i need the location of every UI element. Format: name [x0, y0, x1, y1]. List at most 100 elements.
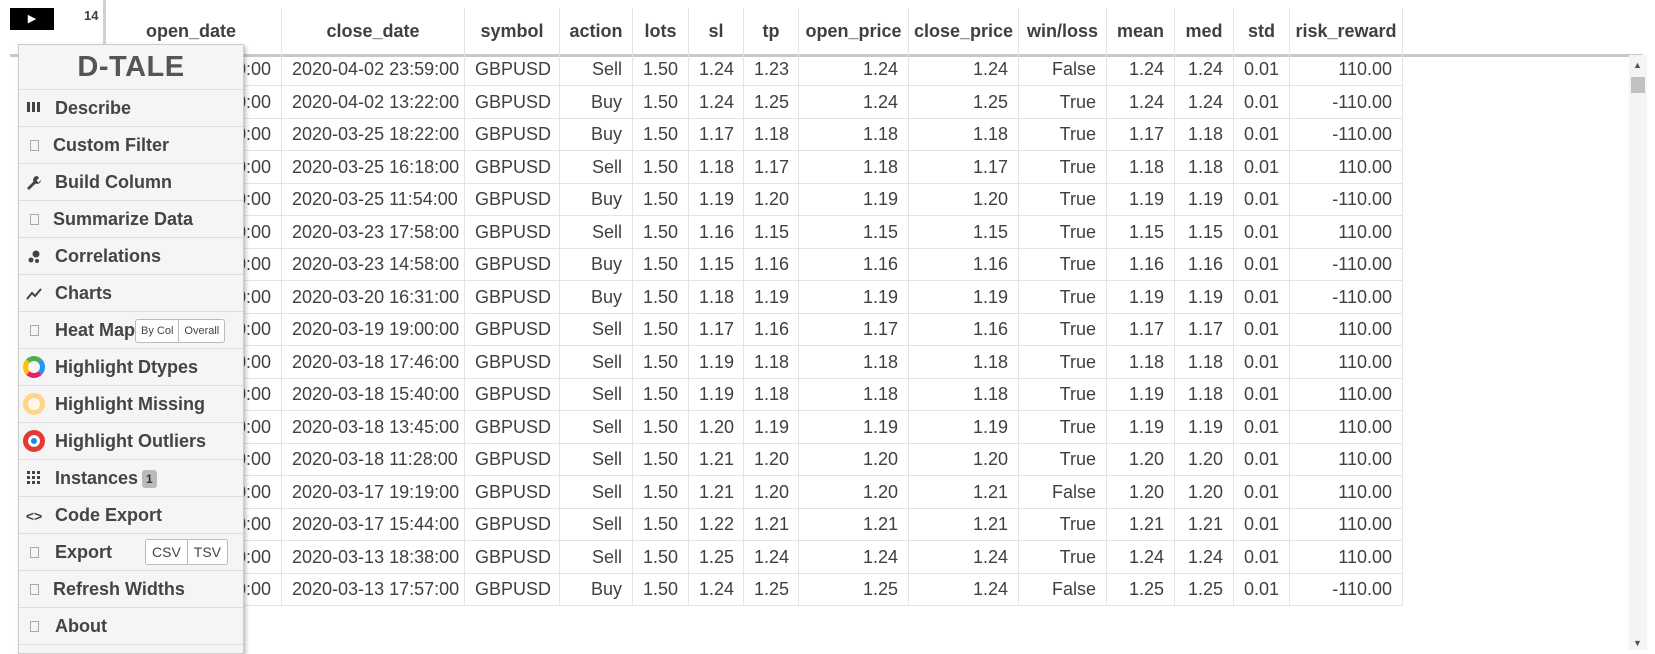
- table-cell[interactable]: 1.17: [689, 117, 744, 151]
- table-cell[interactable]: 1.20: [909, 182, 1019, 216]
- table-cell[interactable]: 1.20: [744, 474, 799, 509]
- table-cell[interactable]: 1.25: [744, 572, 799, 606]
- table-cell[interactable]: 1.20: [1175, 474, 1234, 509]
- table-cell[interactable]: True: [1019, 409, 1107, 444]
- table-cell[interactable]: 0.01: [1234, 279, 1290, 314]
- table-cell[interactable]: 1.20: [909, 442, 1019, 476]
- table-cell[interactable]: GBPUSD: [465, 442, 560, 476]
- table-cell[interactable]: 1.17: [689, 312, 744, 346]
- table-cell[interactable]: True: [1019, 84, 1107, 119]
- table-cell[interactable]: 1.50: [633, 214, 689, 249]
- table-cell[interactable]: 1.18: [799, 344, 909, 379]
- table-cell[interactable]: 1.24: [799, 539, 909, 574]
- table-cell[interactable]: 1.15: [689, 247, 744, 281]
- table-cell[interactable]: 1.19: [689, 344, 744, 379]
- table-cell[interactable]: Sell: [560, 52, 633, 86]
- heat-map-by-col-button[interactable]: By Col: [141, 325, 174, 337]
- table-cell[interactable]: True: [1019, 117, 1107, 151]
- column-header[interactable]: symbol: [465, 8, 560, 54]
- table-cell[interactable]: 1.18: [1107, 344, 1175, 379]
- column-header[interactable]: sl: [689, 8, 744, 54]
- table-cell[interactable]: 1.21: [689, 474, 744, 509]
- table-cell[interactable]: Buy: [560, 572, 633, 606]
- table-cell[interactable]: -110.00: [1290, 279, 1403, 314]
- table-cell[interactable]: 110.00: [1290, 344, 1403, 379]
- table-cell[interactable]: 0.01: [1234, 52, 1290, 86]
- table-cell[interactable]: 1.24: [1175, 52, 1234, 86]
- table-cell[interactable]: 1.18: [744, 377, 799, 411]
- table-cell[interactable]: 1.21: [744, 507, 799, 541]
- table-cell[interactable]: 1.18: [1107, 149, 1175, 184]
- table-cell[interactable]: 110.00: [1290, 409, 1403, 444]
- table-cell[interactable]: 1.18: [689, 149, 744, 184]
- menu-item-build-column[interactable]: Build Column: [19, 164, 243, 201]
- table-cell[interactable]: Sell: [560, 214, 633, 249]
- table-cell[interactable]: 2020-03-19 19:00:00: [282, 312, 465, 346]
- table-cell[interactable]: GBPUSD: [465, 344, 560, 379]
- column-header[interactable]: open_price: [799, 8, 909, 54]
- table-cell[interactable]: GBPUSD: [465, 377, 560, 411]
- heat-map-overall-button[interactable]: Overall: [178, 320, 224, 342]
- table-cell[interactable]: 1.20: [744, 182, 799, 216]
- table-cell[interactable]: 0.01: [1234, 117, 1290, 151]
- table-cell[interactable]: 1.25: [1175, 572, 1234, 606]
- column-header[interactable]: win/loss: [1019, 8, 1107, 54]
- menu-item-about[interactable]: About: [19, 608, 243, 645]
- table-cell[interactable]: 1.17: [1107, 117, 1175, 151]
- table-cell[interactable]: 1.50: [633, 52, 689, 86]
- table-cell[interactable]: 1.19: [744, 279, 799, 314]
- table-cell[interactable]: 0.01: [1234, 149, 1290, 184]
- menu-item-highlight-outliers[interactable]: Highlight Outliers: [19, 423, 243, 460]
- table-cell[interactable]: True: [1019, 182, 1107, 216]
- table-cell[interactable]: 1.18: [799, 117, 909, 151]
- table-cell[interactable]: 110.00: [1290, 507, 1403, 541]
- table-cell[interactable]: 0.01: [1234, 442, 1290, 476]
- table-cell[interactable]: 1.20: [744, 442, 799, 476]
- table-cell[interactable]: GBPUSD: [465, 84, 560, 119]
- table-cell[interactable]: 1.50: [633, 182, 689, 216]
- scroll-down-icon[interactable]: ▼: [1633, 638, 1642, 648]
- table-cell[interactable]: -110.00: [1290, 572, 1403, 606]
- table-cell[interactable]: GBPUSD: [465, 117, 560, 151]
- table-cell[interactable]: 1.18: [744, 117, 799, 151]
- table-cell[interactable]: 2020-03-25 11:54:00: [282, 182, 465, 216]
- table-cell[interactable]: 1.18: [799, 377, 909, 411]
- table-cell[interactable]: 1.21: [909, 474, 1019, 509]
- table-cell[interactable]: 1.50: [633, 572, 689, 606]
- table-cell[interactable]: 0.01: [1234, 84, 1290, 119]
- table-cell[interactable]: 1.24: [689, 572, 744, 606]
- table-cell[interactable]: 0.01: [1234, 312, 1290, 346]
- table-cell[interactable]: 1.19: [689, 182, 744, 216]
- table-cell[interactable]: -110.00: [1290, 84, 1403, 119]
- table-cell[interactable]: 110.00: [1290, 377, 1403, 411]
- table-cell[interactable]: Buy: [560, 117, 633, 151]
- menu-item-describe[interactable]: Describe: [19, 90, 243, 127]
- table-cell[interactable]: 1.50: [633, 442, 689, 476]
- table-cell[interactable]: GBPUSD: [465, 149, 560, 184]
- table-cell[interactable]: 1.19: [799, 279, 909, 314]
- table-cell[interactable]: 1.25: [689, 539, 744, 574]
- table-cell[interactable]: 0.01: [1234, 377, 1290, 411]
- table-cell[interactable]: 2020-03-25 16:18:00: [282, 149, 465, 184]
- menu-toggle-button[interactable]: ▶: [10, 8, 54, 30]
- menu-item-highlight-dtypes[interactable]: Highlight Dtypes: [19, 349, 243, 386]
- table-cell[interactable]: Buy: [560, 84, 633, 119]
- table-cell[interactable]: Sell: [560, 312, 633, 346]
- table-cell[interactable]: 1.20: [689, 409, 744, 444]
- table-cell[interactable]: 1.18: [1175, 377, 1234, 411]
- table-cell[interactable]: 1.16: [909, 312, 1019, 346]
- table-cell[interactable]: 1.16: [744, 247, 799, 281]
- table-cell[interactable]: 1.50: [633, 409, 689, 444]
- table-cell[interactable]: 110.00: [1290, 474, 1403, 509]
- table-cell[interactable]: 1.18: [1175, 344, 1234, 379]
- table-cell[interactable]: Buy: [560, 247, 633, 281]
- table-cell[interactable]: 110.00: [1290, 149, 1403, 184]
- table-cell[interactable]: 1.24: [1175, 84, 1234, 119]
- table-cell[interactable]: 1.50: [633, 279, 689, 314]
- table-cell[interactable]: 1.18: [744, 344, 799, 379]
- column-header[interactable]: close_price: [909, 8, 1019, 54]
- table-cell[interactable]: 1.17: [909, 149, 1019, 184]
- table-cell[interactable]: 0.01: [1234, 539, 1290, 574]
- table-cell[interactable]: GBPUSD: [465, 572, 560, 606]
- table-cell[interactable]: -110.00: [1290, 247, 1403, 281]
